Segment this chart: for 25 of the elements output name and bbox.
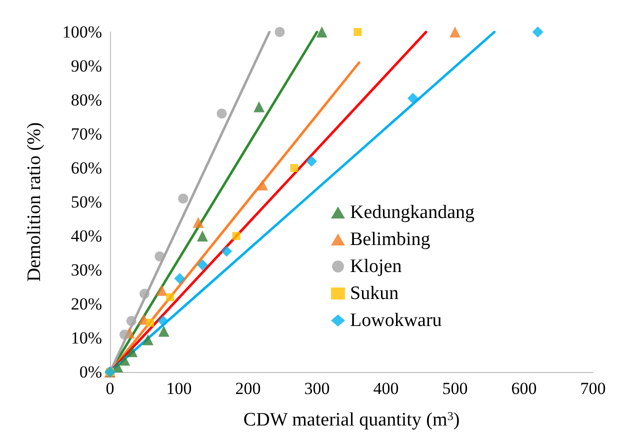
x-tick-label: 300 bbox=[304, 379, 330, 398]
y-tick-label: 100% bbox=[62, 22, 102, 42]
y-tick-label: 60% bbox=[70, 158, 102, 178]
x-tick-label: 400 bbox=[373, 379, 399, 398]
x-tick-label: 100 bbox=[166, 379, 192, 398]
y-tick-label: 50% bbox=[70, 192, 102, 212]
y-tick-label: 20% bbox=[70, 294, 102, 314]
legend-label: Klojen bbox=[350, 256, 402, 277]
y-tick-label: 0% bbox=[79, 362, 102, 382]
y-axis-title: Demolition ratio (%) bbox=[24, 122, 45, 282]
legend-label: Sukun bbox=[350, 283, 400, 304]
x-tick-label: 600 bbox=[511, 379, 537, 398]
y-tick-label: 90% bbox=[70, 56, 102, 76]
x-tick-label: 500 bbox=[442, 379, 468, 398]
x-tick-label: 0 bbox=[106, 379, 114, 398]
y-tick-label: 30% bbox=[70, 260, 102, 280]
x-tick-label: 200 bbox=[235, 379, 261, 398]
y-tick-label: 10% bbox=[70, 328, 102, 348]
legend-label: Kedungkandang bbox=[350, 202, 476, 223]
y-tick-label: 80% bbox=[70, 90, 102, 110]
y-tick-label: 70% bbox=[70, 124, 102, 144]
legend-label: Belimbing bbox=[350, 229, 431, 250]
y-tick-label: 40% bbox=[70, 226, 102, 246]
legend-label: Lowokwaru bbox=[350, 310, 442, 331]
x-tick-label: 700 bbox=[580, 379, 606, 398]
